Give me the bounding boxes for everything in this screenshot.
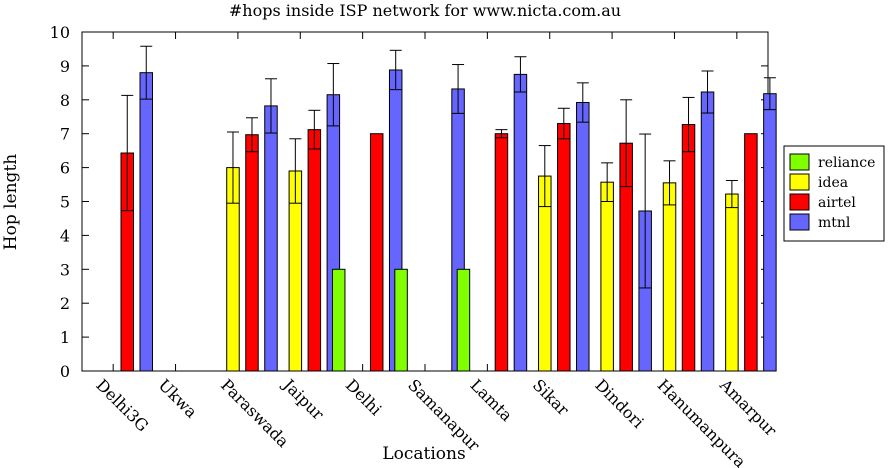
bar-airtel-hanumanpura	[681, 124, 696, 372]
legend-swatch-idea	[789, 173, 810, 191]
x-tick-label: Dindori	[591, 375, 647, 431]
x-tick-label: Amarpur	[715, 375, 780, 440]
bar-mtnl-sikar	[576, 102, 590, 372]
y-tick-label: 4	[60, 226, 70, 245]
y-tick-label: 10	[50, 23, 70, 42]
legend-label-idea: idea	[818, 175, 848, 191]
y-axis-label: Hop length	[1, 154, 21, 251]
y-tick-label: 3	[60, 260, 70, 279]
y-tick-label: 7	[60, 125, 70, 144]
x-tick-label: Jaipur	[278, 374, 328, 424]
bar-mtnl-paraswada	[264, 105, 278, 372]
legend-label-reliance: reliance	[818, 155, 875, 171]
x-tick-label: Lamta	[467, 375, 517, 425]
y-tick-label: 5	[60, 193, 70, 212]
y-tick-label: 1	[60, 328, 70, 347]
legend: reliance idea airtel mtnl	[783, 145, 885, 242]
bar-idea-hanumanpura	[662, 182, 677, 372]
bar-idea-dindori	[600, 181, 614, 372]
legend-swatch-airtel	[789, 193, 810, 211]
x-tick-label: Delhi	[342, 375, 386, 419]
bar-idea-amarpur	[725, 193, 739, 372]
y-tick-label: 8	[60, 91, 70, 110]
bar-mtnl-amarpur	[763, 93, 777, 372]
chart-title: #hops inside ISP network for www.nicta.c…	[229, 1, 621, 20]
bar-mtnl-hanumanpura	[700, 91, 715, 372]
bar-reliance-delhi	[331, 268, 346, 372]
y-tick-label: 9	[60, 57, 70, 76]
legend-label-mtnl: mtnl	[818, 215, 851, 231]
x-axis-label: Locations	[382, 444, 465, 464]
x-tick-label: Ukwa	[155, 375, 202, 422]
bar-airtel-sikar	[557, 123, 571, 372]
legend-swatch-reliance	[789, 153, 810, 171]
bar-airtel-delhi	[369, 133, 384, 372]
bar-mtnl-lamta	[513, 73, 528, 372]
legend-swatch-mtnl	[789, 213, 810, 231]
bar-airtel-jaipur	[307, 129, 322, 372]
legend-label-airtel: airtel	[818, 195, 856, 211]
y-tick-label: 6	[60, 159, 70, 178]
bar-airtel-lamta	[494, 133, 509, 372]
x-tick-label: Sikar	[529, 375, 573, 419]
y-tick-label: 2	[60, 294, 70, 313]
bar-mtnl-delhi3g	[139, 72, 153, 372]
bar-reliance-samanapur	[394, 268, 408, 372]
bar-airtel-paraswada	[245, 134, 259, 372]
bar-airtel-amarpur	[744, 133, 758, 372]
x-tick-label: Delhi3G	[92, 375, 152, 435]
bar-reliance-lamta	[456, 268, 471, 372]
y-tick-label: 0	[60, 362, 70, 381]
